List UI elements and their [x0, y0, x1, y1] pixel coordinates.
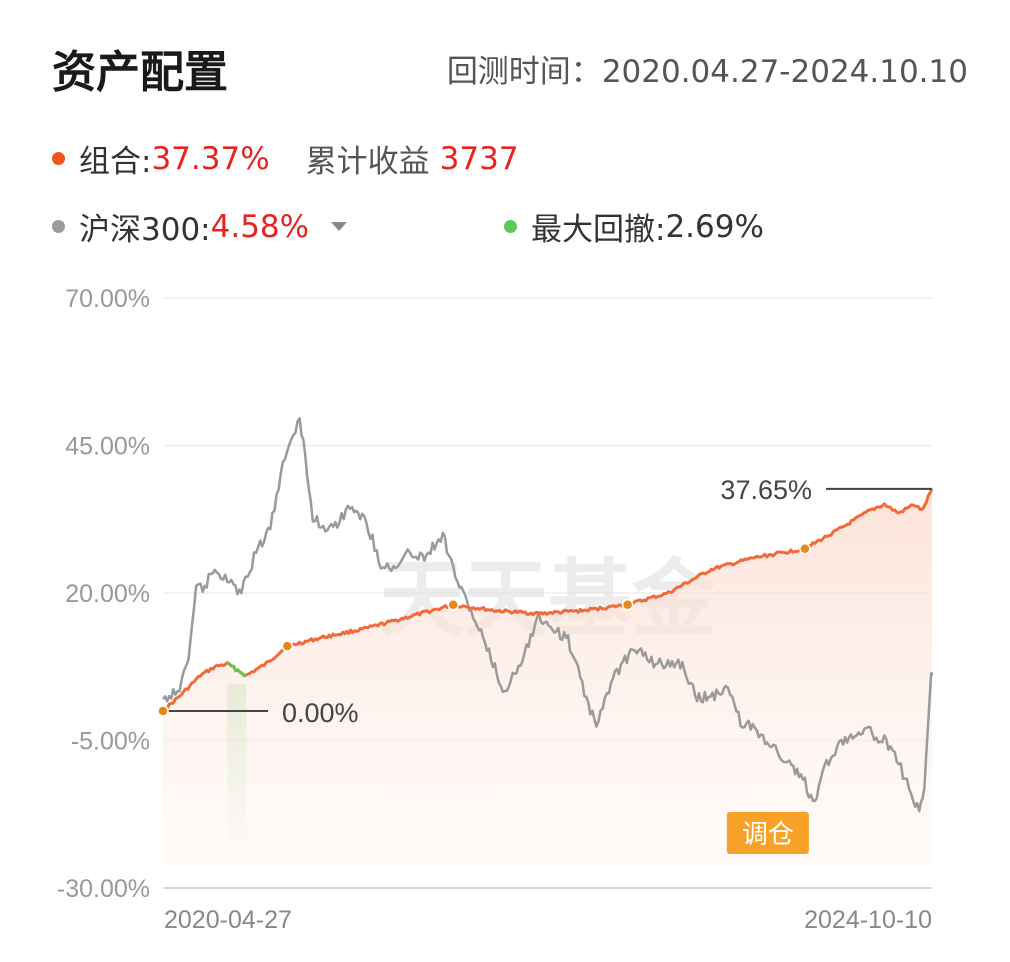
period-label: 回测时间：: [446, 54, 602, 90]
drawdown-legend: 最大回撤: 2.69%: [504, 204, 764, 249]
marker-dot: [157, 705, 169, 717]
end-annotation: 37.65%: [720, 475, 812, 505]
portfolio-area: [163, 488, 932, 866]
cum-return-label: 累计收益: [305, 144, 430, 180]
index-dot-icon: [52, 220, 65, 233]
marker-dot: [447, 599, 459, 611]
backtest-period: 回测时间：2020.04.27-2024.10.10: [447, 46, 968, 91]
rebalance-label[interactable]: 调仓: [742, 820, 794, 850]
y-tick-label: 70.00%: [65, 285, 150, 313]
x-tick-start: 2020-04-27: [164, 906, 292, 934]
y-axis-ticks: 70.00% 45.00% 20.00% -5.00% -30.00%: [57, 285, 150, 903]
cum-return-value: 3737: [439, 140, 519, 177]
index-line: [161, 417, 934, 813]
drawdown-dot-icon: [504, 220, 517, 233]
x-tick-end: 2024-10-10: [804, 906, 932, 934]
index-value: 4.58%: [210, 208, 310, 245]
index-label: 沪深300:: [79, 212, 211, 248]
drawdown-label: 最大回撤:: [531, 212, 666, 248]
y-tick-label: -5.00%: [71, 728, 150, 756]
y-tick-label: 45.00%: [65, 433, 150, 461]
y-tick-label: 20.00%: [65, 580, 150, 608]
rebalance-badge-bg[interactable]: [726, 812, 809, 854]
rebalance-markers: [157, 543, 811, 717]
start-annotation: 0.00%: [282, 698, 359, 728]
portfolio-value: 37.37%: [151, 140, 270, 177]
portfolio-legend: 组合: 37.37% 累计收益 3737: [52, 136, 519, 181]
dropdown-caret-icon[interactable]: [331, 222, 348, 231]
marker-dot: [799, 543, 811, 555]
portfolio-label: 组合:: [79, 144, 152, 180]
marker-dot: [621, 599, 634, 611]
drawdown-segment: [226, 661, 247, 678]
page-title: 资产配置: [52, 47, 228, 98]
y-tick-label: -30.00%: [57, 875, 150, 903]
marker-dot: [281, 640, 294, 652]
index-legend[interactable]: 沪深300: 4.58%: [52, 204, 348, 249]
period-value: 2020.04.27-2024.10.10: [601, 54, 968, 90]
rebalance-badge[interactable]: 调仓: [726, 812, 809, 854]
portfolio-dot-icon: [52, 152, 65, 165]
drawdown-value: 2.69%: [665, 208, 764, 245]
